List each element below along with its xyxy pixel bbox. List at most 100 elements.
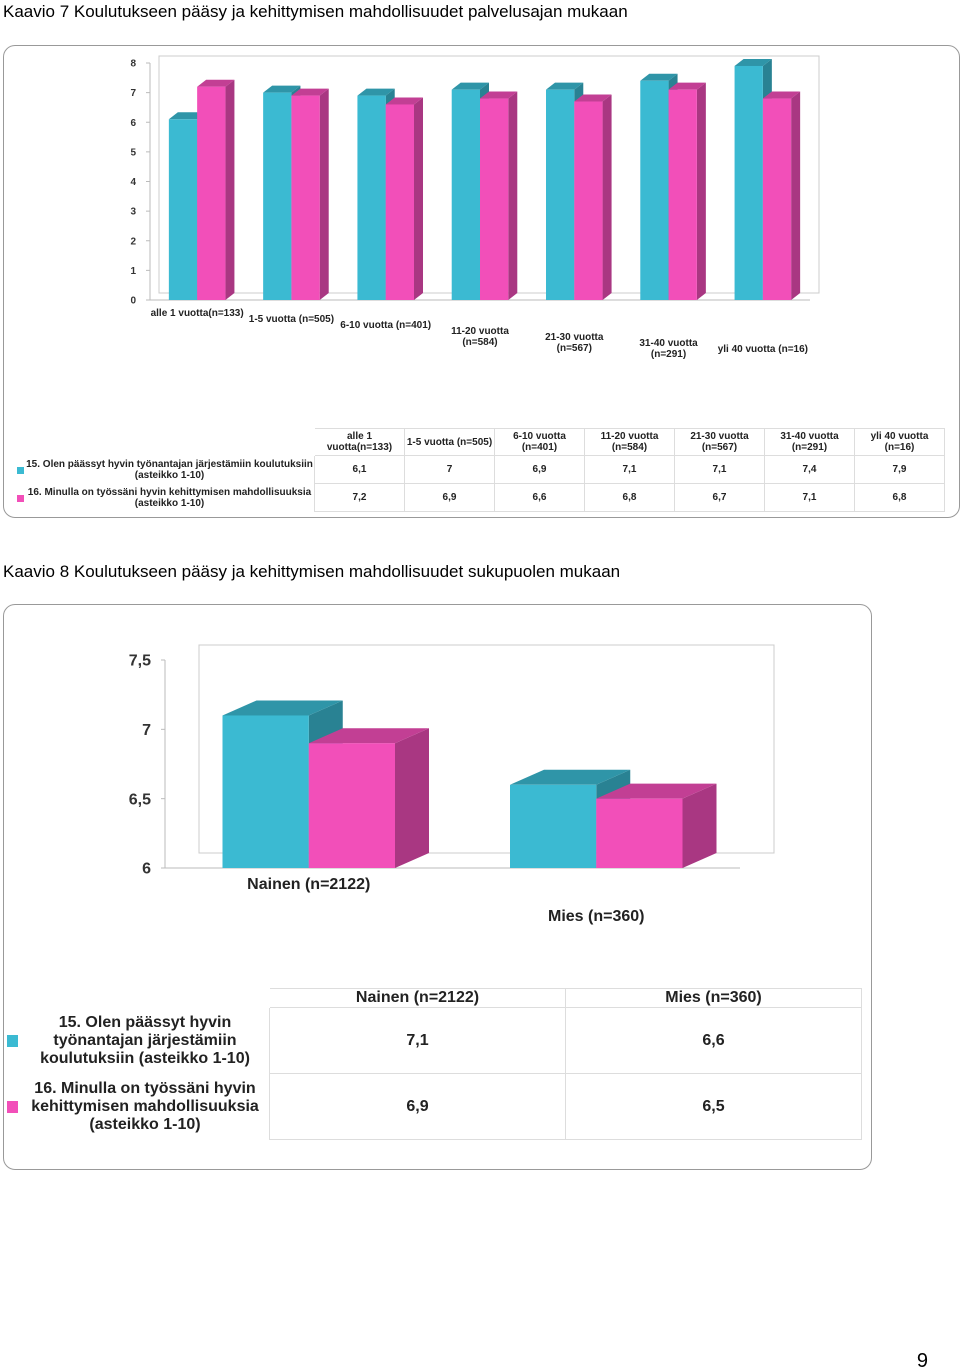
bar-top: [546, 82, 584, 90]
legend-swatch: [17, 494, 24, 502]
table-header: 1-5 vuotta (n=505): [405, 428, 495, 456]
x-tick-label: Mies (n=360): [548, 908, 645, 925]
table-header: yli 40 vuotta (n=16): [855, 428, 945, 456]
bar-side: [414, 97, 423, 300]
bar: [574, 101, 603, 300]
bar: [451, 89, 480, 300]
table-header: 31-40 vuotta (n=291): [765, 428, 855, 456]
bar-top: [451, 82, 489, 90]
table-value: 7,2: [315, 484, 405, 512]
y-tick-label: 0: [130, 296, 136, 307]
bar: [385, 104, 414, 300]
bar-side: [395, 728, 429, 868]
x-tick-label: alle 1 vuotta(n=133): [150, 308, 244, 319]
y-tick-label: 8: [130, 59, 136, 70]
bar-side: [696, 82, 706, 300]
legend-swatch: [17, 466, 24, 474]
legend-entry: 15. Olen päässyt hyvin työnantajan järje…: [25, 456, 315, 484]
bar-top: [357, 88, 395, 96]
table-value: 7,1: [585, 456, 675, 484]
bar-top: [640, 73, 678, 81]
y-tick-label: 3: [130, 207, 136, 218]
legend-swatch: [7, 1101, 19, 1113]
bar: [168, 119, 198, 300]
bar: [197, 86, 226, 300]
back-wall: [198, 644, 775, 854]
bar: [734, 65, 763, 301]
table-value: 6,9: [495, 456, 585, 484]
legend-swatch: [7, 1035, 19, 1047]
bar: [546, 89, 575, 300]
bar-top: [574, 94, 612, 102]
y-tick-label: 2: [130, 236, 136, 247]
bar: [640, 80, 669, 301]
chart-title: Kaavio 8 Koulutukseen pääsy ja kehittymi…: [3, 562, 621, 581]
y-tick-label: 7: [142, 722, 151, 739]
bar-top: [668, 82, 706, 90]
x-tick-label: 1-5 vuotta (n=505): [248, 314, 335, 325]
legend-entry: 16. Minulla on työssäni hyvin kehittymis…: [21, 1074, 270, 1140]
bar-top: [385, 97, 423, 105]
bar: [762, 98, 792, 300]
x-tick-label: 6-10 vuotta (n=401): [340, 320, 432, 331]
back-wall: [158, 55, 820, 294]
y-tick-label: 1: [130, 266, 136, 277]
table-value: 7: [405, 456, 495, 484]
table-header: alle 1 vuotta(n=133): [315, 428, 405, 456]
y-tick-label: 6,5: [129, 791, 151, 808]
bar: [480, 98, 509, 300]
bar-top: [762, 91, 801, 99]
table-value: 6,9: [270, 1074, 566, 1140]
bar: [308, 743, 395, 868]
bar-top: [596, 783, 717, 799]
bar: [222, 715, 309, 868]
bar-top: [291, 88, 329, 96]
bar: [263, 92, 292, 300]
x-tick-label: 31-40 vuotta (n=291): [639, 338, 698, 360]
legend-entry: 16. Minulla on työssäni hyvin kehittymis…: [25, 484, 315, 512]
bar-side: [508, 91, 518, 300]
table-value: 7,1: [765, 484, 855, 512]
bar-top: [480, 91, 518, 99]
table-value: 6,8: [855, 484, 945, 512]
table-value: 6,9: [405, 484, 495, 512]
bar: [596, 798, 683, 868]
bar-side: [225, 79, 235, 300]
bar-side: [602, 94, 612, 300]
bar-side: [682, 783, 717, 868]
y-tick-label: 7,5: [129, 653, 151, 670]
x-tick-label: 21-30 vuotta (n=567): [545, 332, 604, 354]
bar-top: [734, 58, 772, 66]
table-header: 6-10 vuotta (n=401): [495, 428, 585, 456]
table-value: 6,1: [315, 456, 405, 484]
table-value: 7,9: [855, 456, 945, 484]
bar-side: [791, 91, 801, 300]
table-header: Nainen (n=2122): [270, 988, 566, 1008]
table-value: 6,5: [566, 1074, 862, 1140]
chart-title: Kaavio 7 Koulutukseen pääsy ja kehittymi…: [3, 2, 628, 21]
table-value: 6,8: [585, 484, 675, 512]
bar: [291, 95, 320, 301]
table-value: 6,7: [675, 484, 765, 512]
y-tick-label: 6: [142, 861, 151, 878]
bar-top: [222, 700, 343, 716]
y-tick-label: 6: [130, 118, 136, 129]
bar-top: [263, 85, 301, 93]
bar: [357, 95, 386, 301]
table-value: 7,4: [765, 456, 855, 484]
table-value: 7,1: [675, 456, 765, 484]
bar-top: [168, 112, 207, 120]
bar: [510, 784, 597, 868]
legend-entry: 15. Olen päässyt hyvin työnantajan järje…: [21, 1008, 270, 1074]
bar-top: [308, 728, 429, 744]
bar-top: [197, 79, 235, 87]
bar-side: [319, 88, 329, 301]
x-tick-label: yli 40 vuotta (n=16): [717, 344, 808, 355]
table-value: 6,6: [566, 1008, 862, 1074]
page-number: 9: [916, 1350, 928, 1370]
table-value: 7,1: [270, 1008, 566, 1074]
x-tick-label: 11-20 vuotta (n=584): [451, 326, 509, 348]
chart-frame: [3, 604, 872, 1170]
table-value: 6,6: [495, 484, 585, 512]
